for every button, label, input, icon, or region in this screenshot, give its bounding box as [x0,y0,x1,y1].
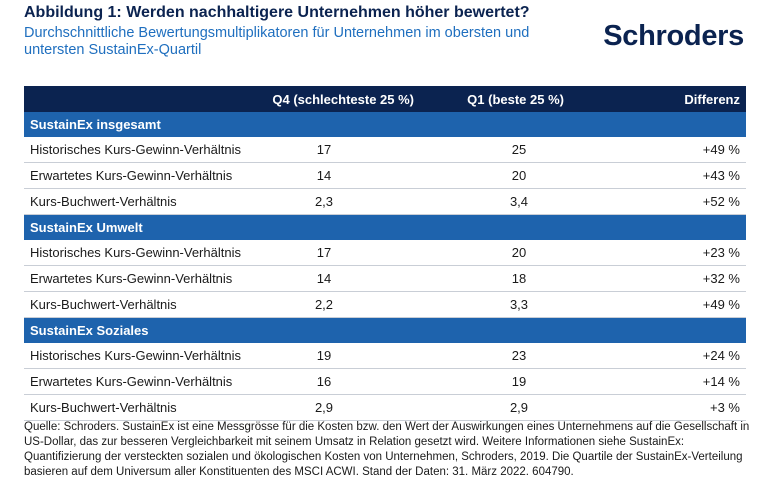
table-row: Historisches Kurs-Gewinn-Verhältnis 19 23 +… [24,343,746,369]
value-q1: 18 [414,265,564,292]
value-q4: 17 [264,137,414,163]
table-row: Kurs-Buchwert-Verhältnis 2,9 2,9 +3 % [24,394,746,421]
value-q1: 25 [414,137,564,163]
section-row: SustainEx Soziales [24,317,746,343]
header-label-column [24,86,264,112]
section-row: SustainEx Umwelt [24,214,746,240]
row-label: Kurs-Buchwert-Verhältnis [24,188,264,215]
value-differenz: +52 % [564,188,746,215]
table-row: Historisches Kurs-Gewinn-Verhältnis 17 20 +… [24,240,746,266]
value-differenz: +23 % [564,240,746,266]
value-q1: 3,4 [414,188,564,215]
value-differenz: +24 % [564,343,746,369]
table-row: Kurs-Buchwert-Verhältnis 2,3 3,4 +52 % [24,188,746,215]
row-label: Historisches Kurs-Gewinn-Verhältnis [24,137,264,163]
value-q4: 17 [264,240,414,266]
table-row: Erwartetes Kurs-Gewinn-Verhältnis 16 19 +14… [24,368,746,395]
section-title: SustainEx insgesamt [24,112,746,137]
header-q1: Q1 (beste 25 %) [414,86,564,112]
section-row: SustainEx insgesamt [24,112,746,137]
valuation-table: Q4 (schlechteste 25 %) Q1 (beste 25 %) D… [24,86,746,421]
header-q4: Q4 (schlechteste 25 %) [264,86,414,112]
table-row: Kurs-Buchwert-Verhältnis 2,2 3,3 +49 % [24,291,746,318]
page-subtitle: Durchschnittliche Bewertungsmultiplikato… [24,25,530,58]
value-differenz: +49 % [564,137,746,163]
value-differenz: +3 % [564,394,746,421]
value-q4: 2,9 [264,394,414,421]
section-title: SustainEx Umwelt [24,214,746,240]
row-label: Kurs-Buchwert-Verhältnis [24,394,264,421]
value-differenz: +14 % [564,368,746,395]
value-q4: 2,2 [264,291,414,318]
source-note: Quelle: Schroders. SustainEx ist eine Me… [24,421,750,478]
value-q1: 20 [414,162,564,189]
value-q1: 23 [414,343,564,369]
value-q4: 16 [264,368,414,395]
row-label: Historisches Kurs-Gewinn-Verhältnis [24,343,264,369]
value-differenz: +43 % [564,162,746,189]
schroders-logo: Schroders [603,20,744,52]
table-row: Historisches Kurs-Gewinn-Verhältnis 17 25 +… [24,137,746,163]
value-q1: 19 [414,368,564,395]
value-q1: 2,9 [414,394,564,421]
value-q4: 14 [264,162,414,189]
row-label: Historisches Kurs-Gewinn-Verhältnis [24,240,264,266]
table-row: Erwartetes Kurs-Gewinn-Verhältnis 14 18 +32… [24,265,746,292]
value-differenz: +32 % [564,265,746,292]
row-label: Kurs-Buchwert-Verhältnis [24,291,264,318]
row-label: Erwartetes Kurs-Gewinn-Verhältnis [24,162,264,189]
table-header-row: Q4 (schlechteste 25 %) Q1 (beste 25 %) D… [24,86,746,112]
value-differenz: +49 % [564,291,746,318]
page-title: Abbildung 1: Werden nachhaltigere Untern… [24,4,530,21]
value-q1: 20 [414,240,564,266]
header-differenz: Differenz [564,86,746,112]
value-q4: 2,3 [264,188,414,215]
row-label: Erwartetes Kurs-Gewinn-Verhältnis [24,368,264,395]
value-q4: 19 [264,343,414,369]
section-title: SustainEx Soziales [24,317,746,343]
value-q1: 3,3 [414,291,564,318]
value-q4: 14 [264,265,414,292]
table-row: Erwartetes Kurs-Gewinn-Verhältnis 14 20 +43… [24,162,746,189]
row-label: Erwartetes Kurs-Gewinn-Verhältnis [24,265,264,292]
